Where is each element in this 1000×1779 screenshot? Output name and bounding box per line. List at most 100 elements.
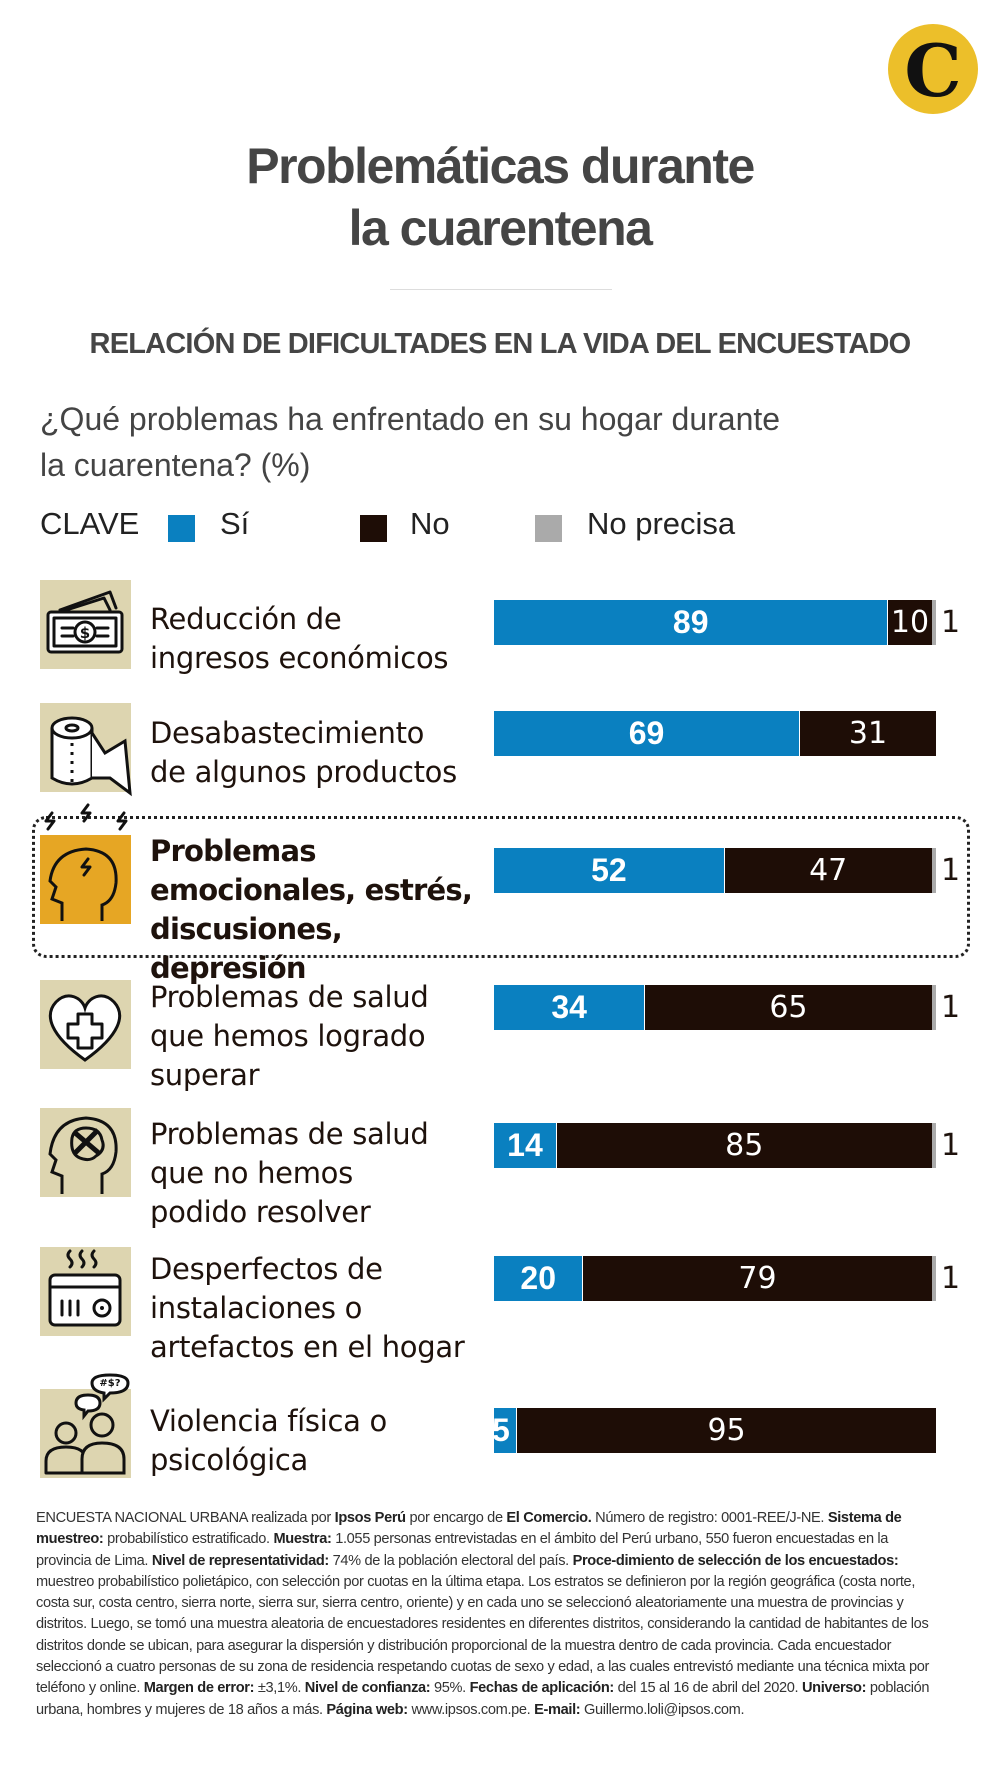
divider bbox=[390, 289, 612, 290]
category-label-line: Problemas de salud bbox=[150, 1117, 429, 1151]
footnote-run: Fechas de aplicación: bbox=[469, 1680, 615, 1697]
data-label: 14 bbox=[507, 1127, 543, 1163]
bar-segment-no: 10 bbox=[887, 600, 932, 645]
category-label: Reducción de ingresos económicos bbox=[150, 600, 495, 678]
category-label-line: discusiones, depresión bbox=[150, 912, 343, 985]
legend-swatch-si bbox=[168, 515, 195, 542]
category-label: Problemas de salud que hemos logrado super… bbox=[150, 978, 495, 1095]
bar-segment-no: 31 bbox=[798, 711, 936, 756]
svg-text:$: $ bbox=[80, 624, 90, 642]
toilet-paper-icon bbox=[40, 703, 132, 797]
category-label: Desabastecimiento de algunos productos bbox=[150, 714, 495, 792]
footnote-run: www.ipsos.com.pe. bbox=[407, 1701, 535, 1718]
page-title: Problemáticas durante la cuarentena bbox=[0, 135, 1000, 259]
footnote-run: población urbana, hombres y mujeres de 1… bbox=[36, 1680, 930, 1718]
data-label-no-precisa: 1 bbox=[941, 605, 961, 640]
category-label-line: Reducción de bbox=[150, 602, 342, 636]
legend-swatch-no-precisa bbox=[535, 515, 562, 542]
data-label: 10 bbox=[890, 605, 930, 640]
legend-label-si: Sí bbox=[220, 506, 250, 541]
legend-label-no: No bbox=[410, 506, 450, 541]
bar-segment-si: 34 bbox=[494, 985, 645, 1030]
category-label-line: artefactos en el hogar bbox=[150, 1330, 465, 1364]
footnote-run: del 15 al 16 de abril del 2020. bbox=[613, 1680, 802, 1697]
category-label: Violencia física o psicológica bbox=[150, 1402, 495, 1480]
bar-segment-no: 47 bbox=[723, 848, 932, 893]
data-label: 52 bbox=[591, 852, 627, 888]
bar-segment-no: 85 bbox=[555, 1123, 932, 1168]
footnote-run: 1.055 personas entrevistadas en el ámbit… bbox=[36, 1531, 889, 1569]
footnote-run: Guillermo.loli@ipsos.com. bbox=[580, 1701, 745, 1718]
bar-segment-si: 20 bbox=[494, 1256, 583, 1301]
data-label: 65 bbox=[769, 990, 808, 1025]
arguing-people-icon: #$? bbox=[40, 1373, 131, 1478]
footnote-run: ENCUESTA NACIONAL URBANA realizada por bbox=[36, 1510, 335, 1526]
data-label: 79 bbox=[738, 1261, 777, 1296]
footnote-run: Número de registro: 0001-REE/J-NE. bbox=[591, 1510, 828, 1526]
bar-segment-si: 52 bbox=[494, 848, 724, 893]
stacked-bar: 34 65 1 bbox=[494, 985, 960, 1030]
data-label: 95 bbox=[707, 1413, 746, 1448]
category-label: Desperfectos de instalaciones o artefactos… bbox=[150, 1250, 495, 1367]
footnote-run: Sistema de muestreo: bbox=[36, 1510, 902, 1548]
footnote-run: Proce-dimiento de selección de los encue… bbox=[572, 1552, 899, 1569]
category-label-line: instalaciones o bbox=[150, 1291, 363, 1325]
footnote-run: muestreo probabilístico polietápico, con… bbox=[36, 1573, 929, 1697]
data-label: 20 bbox=[520, 1260, 556, 1296]
footnote-run: Nivel de representatividad: bbox=[151, 1552, 329, 1569]
category-label-line: podido resolver bbox=[150, 1195, 371, 1229]
footnote-run: Página web: bbox=[326, 1701, 408, 1718]
bar-segment-si: 14 bbox=[494, 1123, 556, 1168]
data-label: 47 bbox=[809, 853, 848, 888]
data-label: 85 bbox=[725, 1128, 764, 1163]
category-label-line: que no hemos bbox=[150, 1156, 353, 1190]
stacked-bar: 5 95 bbox=[492, 1408, 936, 1453]
legend-title: CLAVE bbox=[40, 506, 140, 541]
footnote-run: El Comercio. bbox=[506, 1510, 592, 1526]
bar-segment-no-precisa bbox=[931, 1256, 936, 1301]
data-label: 31 bbox=[848, 716, 888, 751]
footnote-run: 74% de la población electoral del país. bbox=[328, 1552, 573, 1569]
highlight-box bbox=[32, 816, 970, 958]
data-label: 69 bbox=[628, 715, 665, 751]
svg-text:#$?: #$? bbox=[99, 1378, 120, 1389]
data-label-no-precisa: 1 bbox=[941, 990, 961, 1025]
bar-segment-si: 89 bbox=[494, 600, 888, 645]
broken-radio-icon bbox=[40, 1247, 131, 1336]
title-line: la cuarentena bbox=[348, 200, 653, 256]
bar-segment-no-precisa bbox=[931, 600, 936, 645]
bar-segment-no: 79 bbox=[582, 1256, 932, 1301]
stacked-bar: 20 79 1 bbox=[494, 1256, 960, 1301]
category-label: Problemas de salud que no hemos podido res… bbox=[150, 1115, 495, 1232]
data-label-no-precisa: 1 bbox=[941, 1128, 961, 1163]
category-label-line: Problemas bbox=[150, 834, 317, 868]
bandaged-brain-head-icon bbox=[40, 1108, 131, 1197]
footnote-run: Nivel de confianza: bbox=[304, 1680, 431, 1697]
footnote-run: 95%. bbox=[430, 1680, 470, 1697]
category-label-line: Problemas de salud bbox=[150, 980, 429, 1014]
category-label: Problemas emocionales, estrés, discusiones… bbox=[150, 832, 495, 988]
bar-segment-no: 65 bbox=[644, 985, 932, 1030]
el-comercio-logo: C bbox=[888, 24, 978, 114]
survey-question: ¿Qué problemas ha enfrentado en su hogar… bbox=[40, 396, 900, 488]
question-line: ¿Qué problemas ha enfrentado en su hogar… bbox=[40, 401, 781, 437]
data-label: 5 bbox=[492, 1412, 510, 1448]
bar-segment-no: 95 bbox=[516, 1408, 936, 1453]
category-label-line: Desperfectos de bbox=[150, 1252, 383, 1286]
footnote-run: Universo: bbox=[801, 1680, 867, 1697]
data-label-no-precisa: 1 bbox=[941, 853, 961, 888]
footnote-run: E-mail: bbox=[534, 1701, 581, 1718]
footnote-run: Margen de error: bbox=[143, 1680, 255, 1697]
footnote-run: probabilístico estratificado. bbox=[103, 1531, 274, 1548]
data-label: 34 bbox=[551, 989, 587, 1025]
footnote-run: Muestra: bbox=[273, 1531, 332, 1548]
legend-swatch-no bbox=[360, 515, 387, 542]
data-label-no-precisa: 1 bbox=[941, 1261, 961, 1296]
bar-segment-no-precisa bbox=[931, 1123, 936, 1168]
stacked-bar: 52 47 1 bbox=[494, 848, 960, 893]
stacked-bar: 89 10 1 bbox=[494, 600, 960, 645]
question-line: la cuarentena? (%) bbox=[40, 447, 311, 483]
data-label: 89 bbox=[672, 604, 709, 640]
footnote-run: por encargo de bbox=[405, 1510, 507, 1526]
bar-segment-no-precisa bbox=[931, 985, 936, 1030]
